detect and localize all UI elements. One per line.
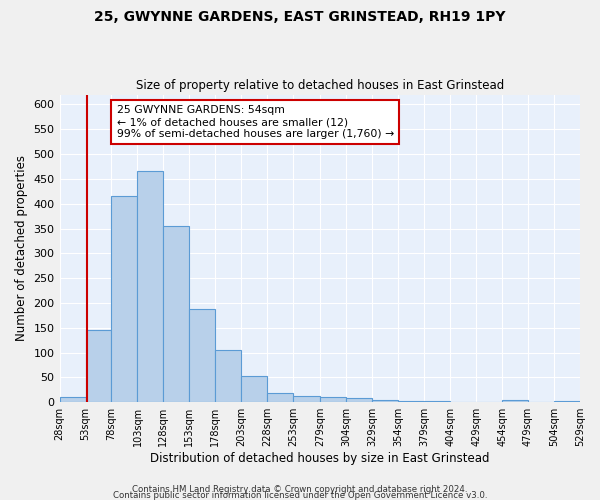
- Text: 25, GWYNNE GARDENS, EAST GRINSTEAD, RH19 1PY: 25, GWYNNE GARDENS, EAST GRINSTEAD, RH19…: [94, 10, 506, 24]
- Bar: [112, 196, 137, 402]
- Bar: [424, 401, 450, 402]
- Bar: [163, 226, 190, 402]
- Title: Size of property relative to detached houses in East Grinstead: Size of property relative to detached ho…: [136, 79, 504, 92]
- Bar: [346, 398, 372, 402]
- Y-axis label: Number of detached properties: Number of detached properties: [15, 156, 28, 342]
- Bar: [398, 400, 424, 402]
- Bar: [502, 400, 528, 402]
- Bar: [268, 394, 293, 402]
- Bar: [86, 330, 112, 402]
- Text: Contains public sector information licensed under the Open Government Licence v3: Contains public sector information licen…: [113, 490, 487, 500]
- Bar: [190, 310, 215, 402]
- Bar: [320, 397, 346, 402]
- Bar: [241, 376, 268, 402]
- Bar: [293, 396, 320, 402]
- X-axis label: Distribution of detached houses by size in East Grinstead: Distribution of detached houses by size …: [150, 452, 490, 465]
- Bar: [372, 400, 398, 402]
- Text: Contains HM Land Registry data © Crown copyright and database right 2024.: Contains HM Land Registry data © Crown c…: [132, 484, 468, 494]
- Bar: [215, 350, 241, 402]
- Bar: [59, 397, 86, 402]
- Bar: [554, 401, 580, 402]
- Text: 25 GWYNNE GARDENS: 54sqm
← 1% of detached houses are smaller (12)
99% of semi-de: 25 GWYNNE GARDENS: 54sqm ← 1% of detache…: [116, 106, 394, 138]
- Bar: [137, 172, 163, 402]
